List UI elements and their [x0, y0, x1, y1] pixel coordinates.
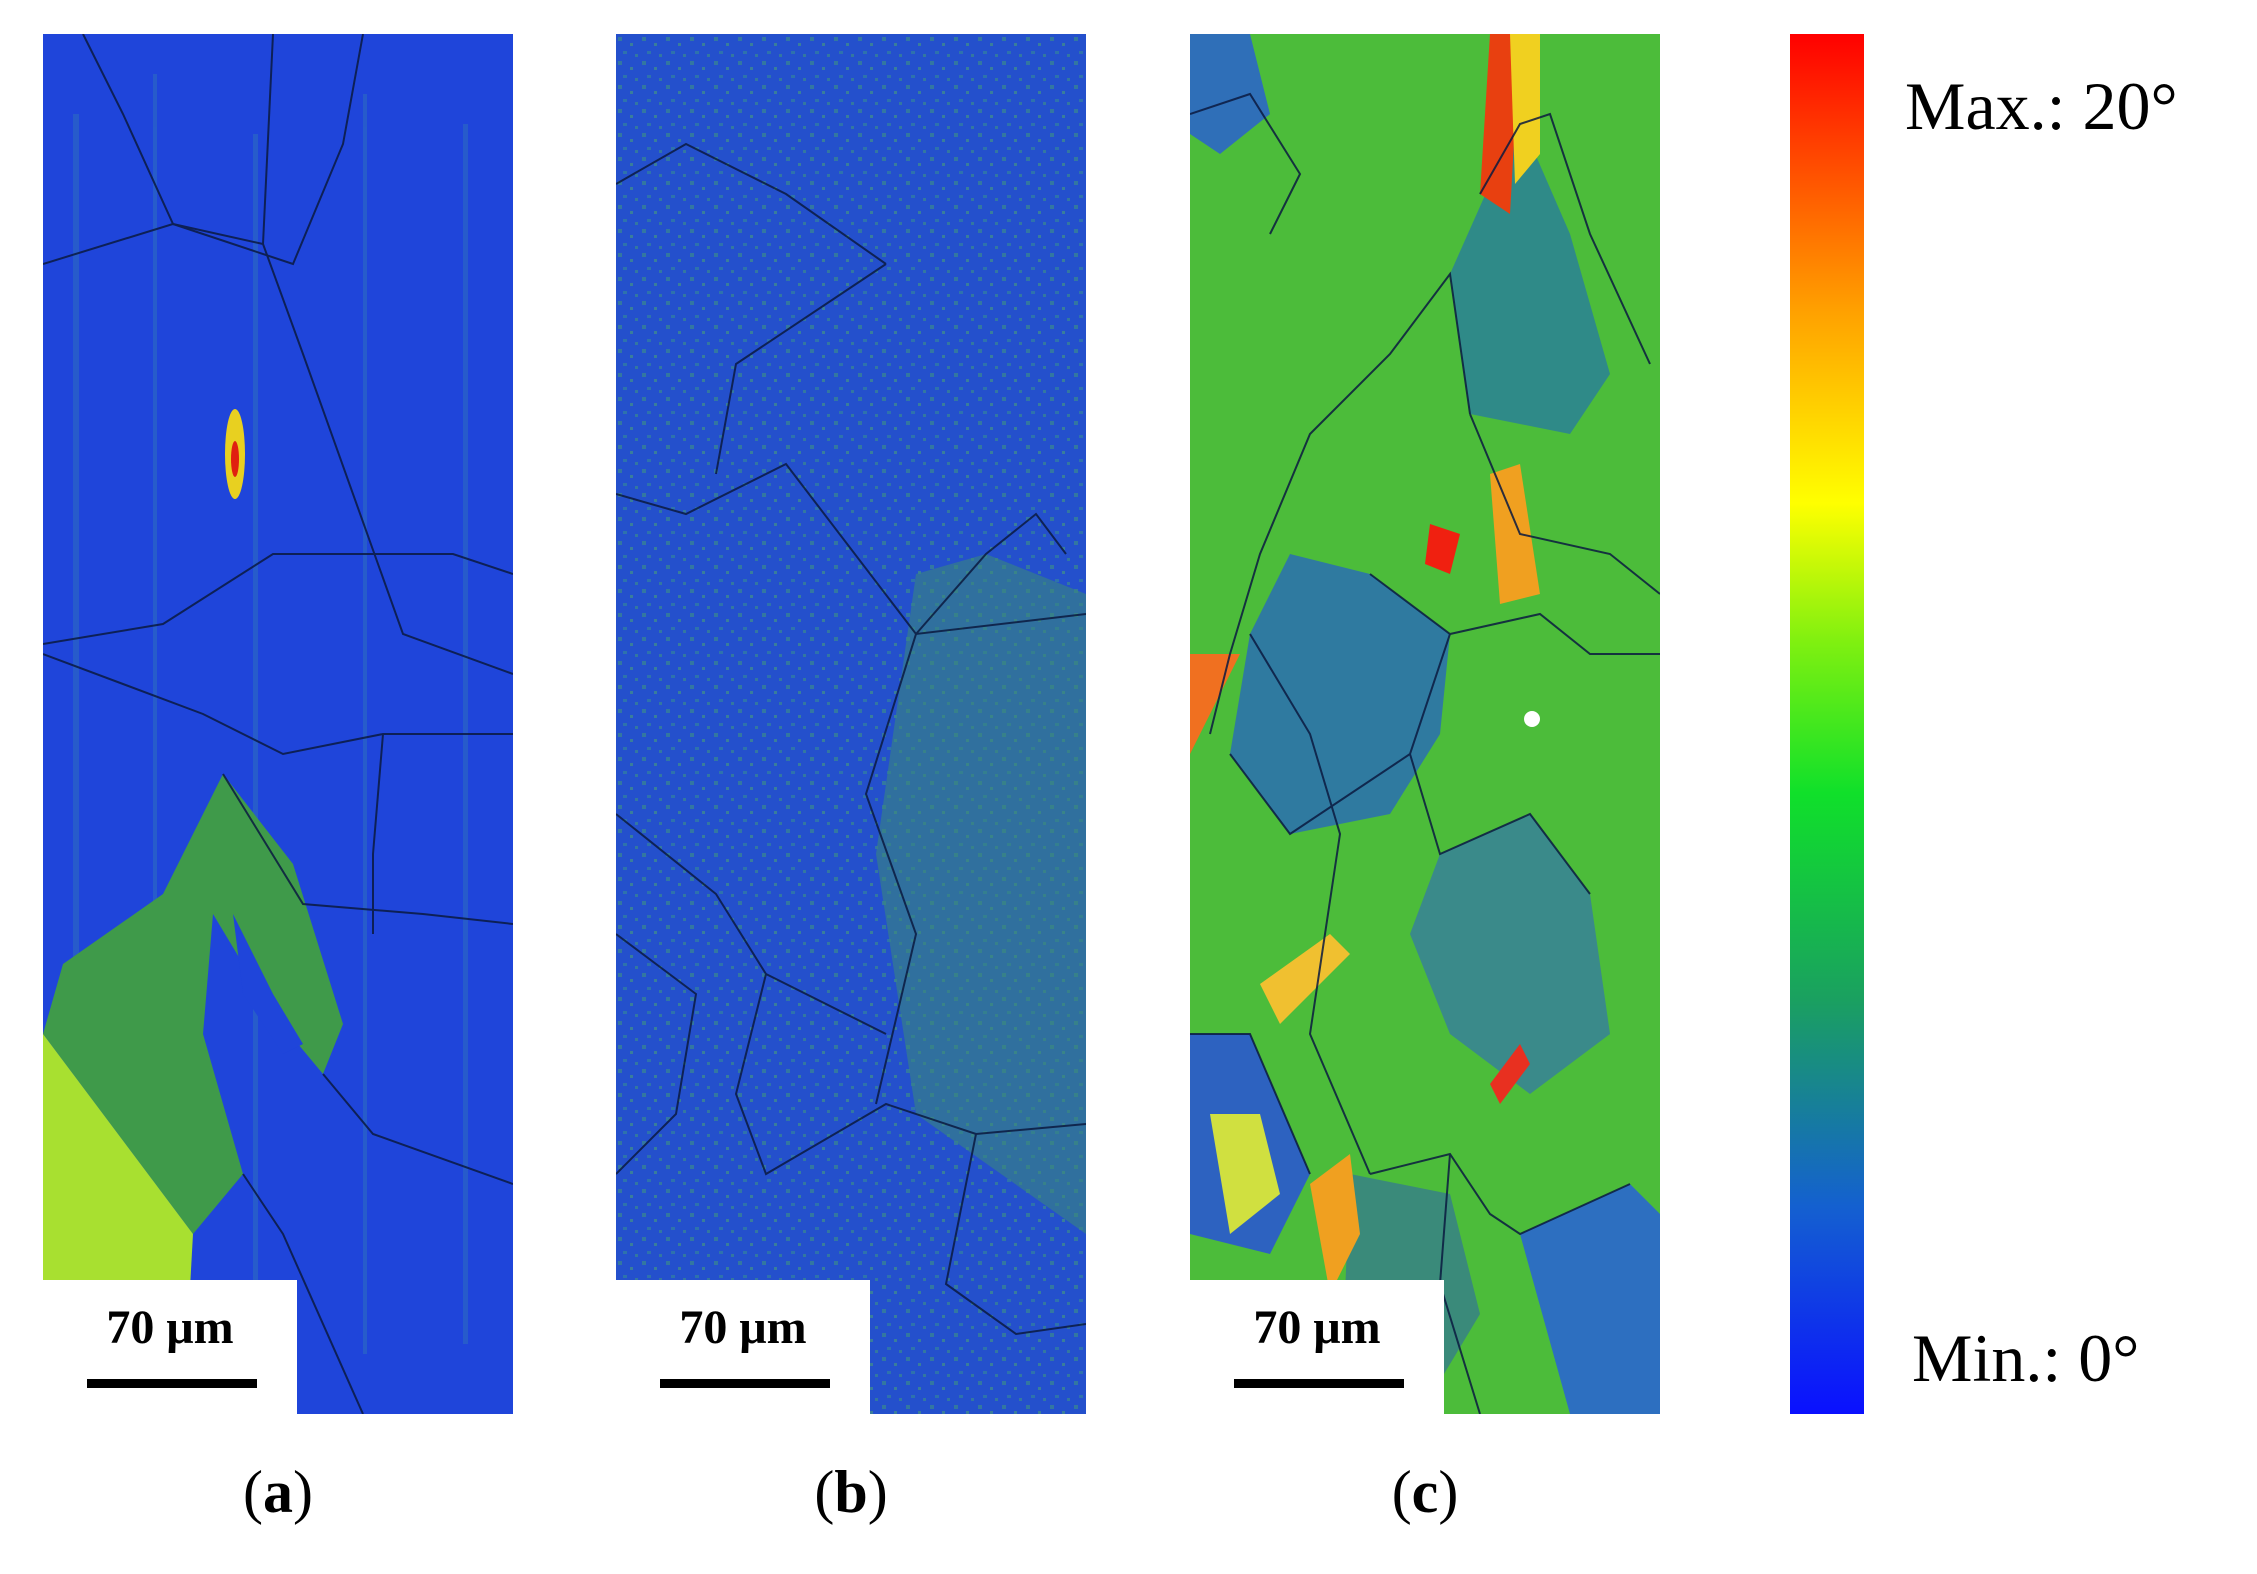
panel-label-a: (a) — [243, 1459, 313, 1525]
scale-bar-label-a: 70 μm — [106, 1301, 234, 1354]
scale-bar-line-a — [87, 1379, 257, 1388]
panel-letter-a: a — [263, 1459, 293, 1525]
scale-bar-line-b — [660, 1379, 830, 1388]
ebsd-map-c-image — [1190, 34, 1660, 1414]
panel-label-c: (c) — [1391, 1459, 1459, 1525]
colorbar-min-label: Min.: 0° — [1912, 1320, 2140, 1396]
ebsd-map-b-image — [616, 34, 1086, 1414]
panel-letter-b: b — [834, 1459, 868, 1525]
scale-bar-b: 70 μm — [616, 1280, 870, 1414]
scale-bar-line-c — [1234, 1379, 1404, 1388]
scale-bar-label-b: 70 μm — [679, 1301, 807, 1354]
ebsd-map-a: 70 μm — [43, 34, 513, 1414]
ebsd-map-c: 70 μm — [1190, 34, 1660, 1414]
panel-letter-c: c — [1411, 1459, 1439, 1525]
scale-bar-a: 70 μm — [43, 1280, 297, 1414]
ebsd-map-b: 70 μm — [616, 34, 1086, 1414]
colorbar-max-label: Max.: 20° — [1905, 68, 2178, 144]
ebsd-map-a-image — [43, 34, 513, 1414]
scale-bar-label-c: 70 μm — [1253, 1301, 1381, 1354]
colorbar — [1790, 34, 1864, 1414]
scale-bar-c: 70 μm — [1190, 1280, 1444, 1414]
panel-label-b: (b) — [814, 1459, 888, 1525]
